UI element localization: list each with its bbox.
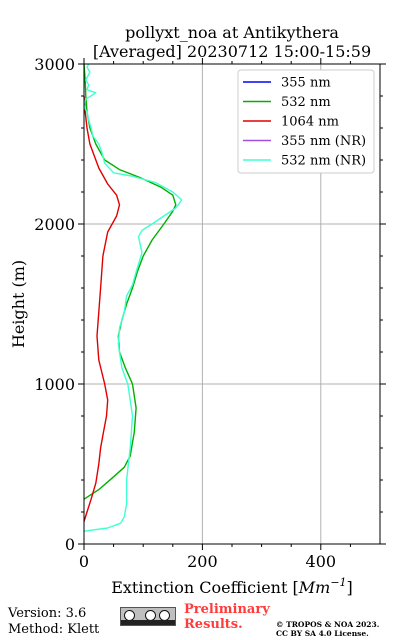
y-tick-label: 3000 <box>34 55 75 74</box>
copyright: © TROPOS & NOA 2023. CC BY SA 4.0 Licens… <box>276 620 379 638</box>
legend-label: 355 nm <box>281 76 331 91</box>
y-tick-label: 0 <box>65 535 75 554</box>
x-axis-label-text: Extinction Coefficient [ <box>111 578 299 597</box>
footer-info: Version: 3.6 Method: Klett <box>8 606 99 638</box>
version-text: Version: 3.6 <box>8 606 87 621</box>
chart-title: pollyxt_noa at Antikythera <box>125 23 339 42</box>
y-tick-label: 2000 <box>34 215 75 234</box>
preliminary-line1: Preliminary <box>184 602 270 617</box>
method-text: Method: Klett <box>8 622 100 637</box>
series-line <box>83 95 121 522</box>
series-line <box>83 63 177 500</box>
legend-label: 532 nm <box>281 95 331 110</box>
copyright-line2: CC BY SA 4.0 License. <box>276 629 369 638</box>
legend-label: 355 nm (NR) <box>281 134 366 149</box>
x-axis-label-close: ] <box>347 578 353 597</box>
x-tick-label: 400 <box>306 552 337 571</box>
legend-label: 1064 nm <box>281 115 339 130</box>
copyright-line1: © TROPOS & NOA 2023. <box>276 620 380 629</box>
cc-by-sa-icon <box>120 607 176 626</box>
axis-ticks: 0 200 400 0 1000 2000 3000 <box>34 55 386 571</box>
y-axis-label: Height (m) <box>9 260 28 348</box>
y-tick-label: 1000 <box>34 375 75 394</box>
legend: 355 nm 532 nm 1064 nm 355 nm (NR) 532 nm (NR… <box>237 69 375 174</box>
legend-box <box>237 69 375 174</box>
x-axis-unit-exponent: −1 <box>330 576 346 589</box>
x-tick-label: 0 <box>79 552 89 571</box>
x-axis-unit: Mm <box>298 578 331 597</box>
preliminary-line2: Results. <box>184 617 243 632</box>
preliminary-results: Preliminary Results. <box>184 602 270 632</box>
x-tick-label: 200 <box>187 552 218 571</box>
chart-subtitle: [Averaged] 20230712 15:00-15:59 <box>93 42 371 61</box>
legend-items: 355 nm 532 nm 1064 nm 355 nm (NR) 532 nm (NR… <box>243 76 366 169</box>
x-axis-label: Extinction Coefficient [Mm−1] <box>111 576 353 597</box>
license-strip <box>121 620 175 625</box>
legend-label: 532 nm (NR) <box>281 154 366 169</box>
